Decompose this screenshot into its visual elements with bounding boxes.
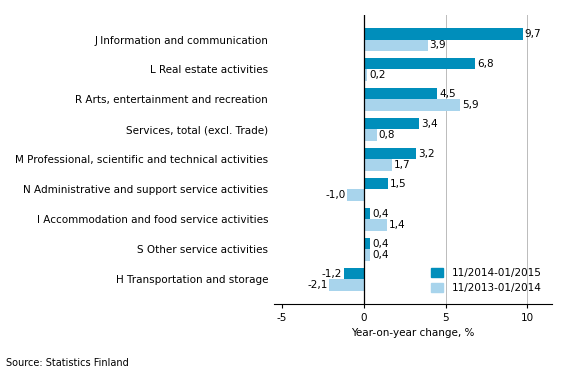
Bar bbox=[363, 129, 377, 141]
Text: 0,2: 0,2 bbox=[369, 70, 386, 80]
Text: 6,8: 6,8 bbox=[477, 59, 494, 69]
Text: -2,1: -2,1 bbox=[307, 280, 327, 290]
Bar bbox=[363, 219, 387, 231]
Bar bbox=[363, 88, 437, 99]
Text: 5,9: 5,9 bbox=[462, 100, 479, 110]
Text: 3,4: 3,4 bbox=[421, 119, 438, 129]
Bar bbox=[348, 189, 363, 201]
Bar bbox=[363, 238, 370, 249]
Bar bbox=[344, 268, 363, 279]
Text: 4,5: 4,5 bbox=[439, 89, 456, 99]
Legend: 11/2014-01/2015, 11/2013-01/2014: 11/2014-01/2015, 11/2013-01/2014 bbox=[426, 263, 547, 299]
Text: 3,2: 3,2 bbox=[418, 149, 435, 159]
X-axis label: Year-on-year change, %: Year-on-year change, % bbox=[351, 328, 475, 339]
Bar bbox=[363, 99, 460, 111]
Bar bbox=[363, 39, 428, 51]
Text: 0,4: 0,4 bbox=[373, 250, 389, 260]
Bar bbox=[363, 58, 475, 70]
Text: 0,8: 0,8 bbox=[379, 130, 395, 140]
Text: 3,9: 3,9 bbox=[430, 40, 446, 50]
Bar bbox=[363, 249, 370, 261]
Bar bbox=[363, 70, 367, 81]
Bar bbox=[363, 148, 416, 160]
Text: Source: Statistics Finland: Source: Statistics Finland bbox=[6, 358, 128, 368]
Text: 9,7: 9,7 bbox=[524, 29, 541, 39]
Text: -1,2: -1,2 bbox=[321, 269, 342, 279]
Text: 1,7: 1,7 bbox=[393, 160, 410, 170]
Bar bbox=[363, 178, 388, 189]
Bar bbox=[363, 28, 523, 39]
Bar bbox=[363, 160, 392, 171]
Text: 1,5: 1,5 bbox=[390, 179, 407, 189]
Text: 0,4: 0,4 bbox=[373, 209, 389, 219]
Text: 1,4: 1,4 bbox=[388, 220, 405, 230]
Bar bbox=[363, 208, 370, 219]
Text: 0,4: 0,4 bbox=[373, 238, 389, 248]
Bar bbox=[329, 279, 363, 291]
Bar bbox=[363, 118, 420, 129]
Text: -1,0: -1,0 bbox=[325, 190, 345, 200]
